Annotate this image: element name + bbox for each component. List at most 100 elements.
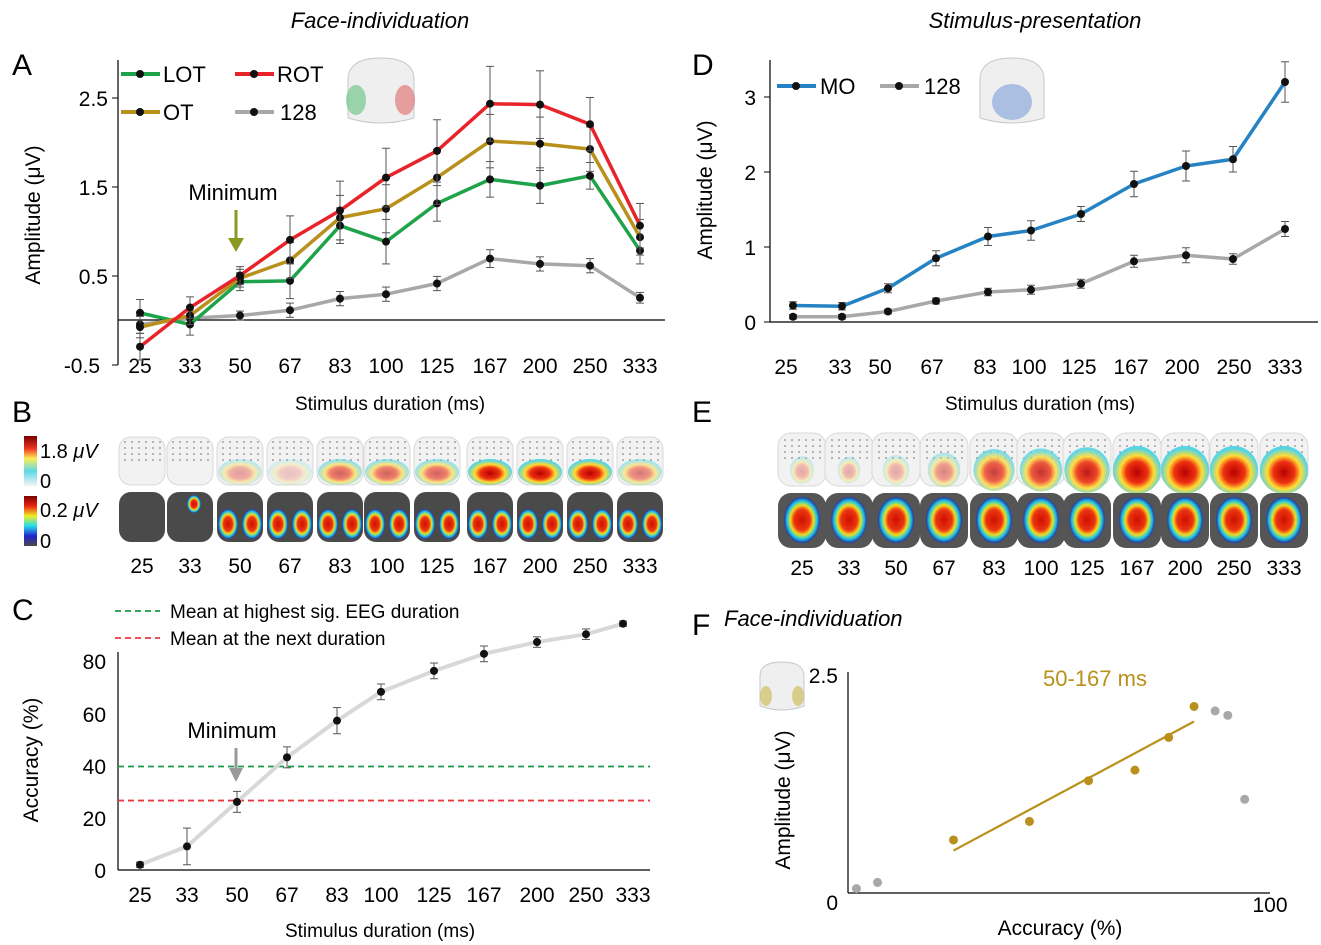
electrode-dot [543,441,545,443]
electrode-dot [926,457,928,459]
panel-d-point-mo [884,284,892,293]
panel-letter-e: E [692,396,712,429]
electrode-dot [447,447,449,449]
panel-c-xtick: 50 [225,884,248,907]
panel-e-duration-label: 250 [1216,557,1251,580]
panel-f-point-out-of-range [1240,794,1250,804]
electrode-dot [124,441,126,443]
panel-a-point-128 [536,259,544,268]
electrode-dot [1167,439,1169,441]
electrode-dot [600,447,602,449]
panel-c-point [582,630,590,639]
electrode-dot [607,459,609,461]
legend-mo: MO [820,74,855,99]
electrode-dot [600,441,602,443]
electrode-dot [350,447,352,449]
electrode-dot [222,441,224,443]
electrode-dot [383,453,385,455]
electrode-dot [390,453,392,455]
electrode-dot [947,445,949,447]
electrode-dot [550,459,552,461]
topomap-top [166,436,214,486]
electrode-dot [791,457,793,459]
topomap-top-activity [927,452,961,488]
panel-c-xtick: 25 [128,884,151,907]
electrode-dot [383,447,385,449]
electrode-dot [390,441,392,443]
electrode-dot [300,441,302,443]
electrode-dot [954,439,956,441]
electrode-dot [557,459,559,461]
panel-a-point-ot [536,139,544,148]
electrode-dot [557,441,559,443]
electrode-dot [357,453,359,455]
electrode-dot [1051,445,1053,447]
panel-f-ytick: 2.5 [809,665,838,688]
electrode-dot [913,445,915,447]
electrode-dot [529,447,531,449]
electrode-dot [845,451,847,453]
electrode-dot [522,453,524,455]
electrode-dot [926,439,928,441]
electrode-dot [1202,439,1204,441]
electrode-dot [976,445,978,447]
topomap-bottom-activity [642,509,662,539]
electrode-dot [784,457,786,459]
panel-a-point-rot [536,100,544,109]
electrode-dot [536,441,538,443]
electrode-dot [390,447,392,449]
electrode-dot [522,441,524,443]
electrode-dot [1301,439,1303,441]
panel-a-point-rot [336,206,344,215]
panel-f-xtick-max: 100 [1252,894,1287,917]
topomap-bottom-activity [568,509,588,539]
electrode-dot [1147,445,1149,447]
panel-a-point-lot [286,276,294,285]
electrode-dot [812,439,814,441]
panel-letter-a: A [12,49,32,82]
panel-c-xtick: 200 [519,884,554,907]
panel-a-point-rot [636,221,644,230]
electrode-dot [1023,451,1025,453]
panel-d-ytick: 0 [744,312,756,335]
topomap-bottom-activity [1069,497,1105,543]
panel-e-duration-label: 200 [1167,557,1202,580]
topomap-bottom-activity [878,497,914,543]
electrode-dot [1051,439,1053,441]
electrode-dot [454,441,456,443]
electrode-dot [852,439,854,441]
electrode-dot [207,459,209,461]
electrode-dot [784,451,786,453]
electrode-dot [1174,445,1176,447]
panel-a-xtick: 200 [522,355,557,378]
electrode-dot [300,459,302,461]
electrode-dot [997,439,999,441]
panel-d-x-label: Stimulus duration (ms) [945,394,1135,415]
electrode-dot [852,451,854,453]
electrode-dot [479,453,481,455]
panel-c-ytick: 80 [83,651,106,674]
electrode-dot [500,459,502,461]
electrode-dot [913,451,915,453]
panel-b-duration-label: 83 [328,555,351,578]
topomap-top-activity [268,459,312,485]
panel-a-point-lot [586,171,594,180]
electrode-dot [1230,439,1232,441]
electrode-dot [207,441,209,443]
electrode-dot [440,453,442,455]
panel-d-point-128 [1281,225,1289,233]
topomap-bottom-activity [926,497,962,543]
electrode-dot [419,453,421,455]
electrode-dot [933,445,935,447]
electrode-dot [159,459,161,461]
electrode-dot [179,441,181,443]
panel-d-chart: 3 2 1 0 Amplitude (μV) Stimulus duration… [694,57,1318,415]
electrode-dot [636,447,638,449]
electrode-dot [550,453,552,455]
panel-e-duration-label: 125 [1069,557,1104,580]
electrode-dot [193,441,195,443]
electrode-dot [472,459,474,461]
electrode-dot [493,447,495,449]
electrode-dot [222,447,224,449]
electrode-dot [1044,439,1046,441]
